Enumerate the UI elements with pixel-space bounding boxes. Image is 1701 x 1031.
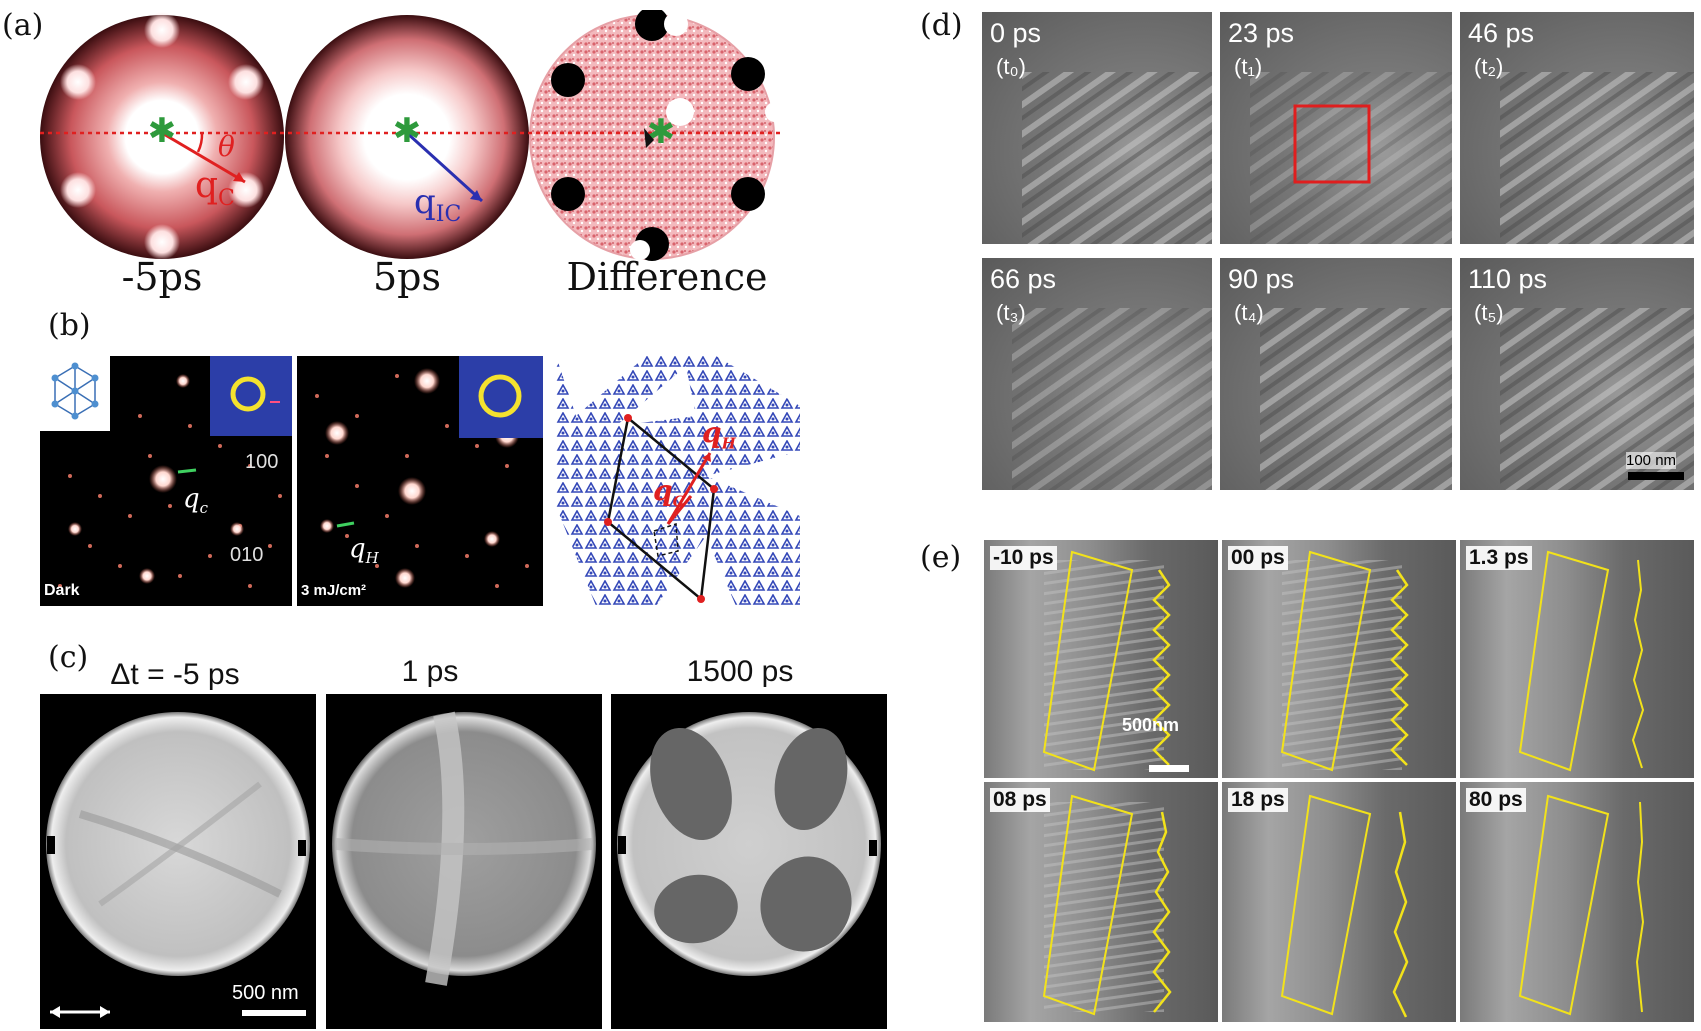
tem-frame-46ps: 46 ps (t₂) — [1460, 12, 1694, 244]
caption-1500ps: 1500 ps — [686, 655, 794, 688]
tem-frame-66ps: 66 ps (t₃) — [982, 258, 1212, 490]
frame-time: 66 ps — [990, 264, 1057, 294]
tem-frame-110ps: 110 ps (t₅) 100 nm — [1460, 258, 1694, 490]
qic-vector — [405, 131, 484, 203]
panel-label-b: (b) — [48, 308, 91, 343]
index-100-label: 100 — [245, 451, 279, 473]
dark-field-image-minus5ps: 500 nm — [40, 694, 316, 1029]
stem-frame-80ps: 80 ps — [1460, 782, 1694, 1022]
theta-label: θ — [218, 130, 235, 163]
frame-index: (t₁) — [1234, 54, 1263, 79]
qc-spot-label: qc — [183, 484, 209, 518]
panel-label-d: (d) — [920, 8, 963, 43]
diffraction-pumped-image: qH 3 mJ/cm² — [297, 356, 543, 606]
kagome-lattice-diagram: qH qC — [556, 356, 800, 606]
frame-time: 80 ps — [1466, 788, 1526, 812]
dark-field-image-1ps — [326, 694, 602, 1029]
frame-time: 23 ps — [1228, 18, 1295, 48]
center-star-icon: ✱ — [148, 111, 177, 151]
panel-a: ✱ ✱ ✱ θ qC qIC -5ps 5ps Difference — [40, 10, 860, 300]
diffraction-pattern-5ps — [285, 15, 529, 259]
caption-difference: Difference — [566, 255, 768, 299]
frame-time: 00 ps — [1228, 546, 1288, 570]
frame-time: 110 ps — [1468, 264, 1548, 294]
caption-dt-minus5ps: Δt = -5 ps — [110, 658, 240, 691]
index-010-label: 010 — [230, 544, 264, 566]
frame-index: (t₀) — [996, 54, 1026, 79]
panel-label-e: (e) — [920, 540, 962, 575]
qc-label: qC — [195, 165, 235, 212]
caption-5ps: 5ps — [372, 255, 441, 299]
panel-label-a: (a) — [2, 8, 44, 43]
frame-time: 08 ps — [990, 788, 1050, 812]
qic-label: qIC — [414, 182, 462, 227]
fluence-label: 3 mJ/cm² — [301, 582, 367, 599]
scale-bar-label: 500 nm — [232, 982, 299, 1004]
stem-frame-minus10ps: -10 ps 500nm — [984, 540, 1218, 778]
scale-bar-label: 100 nm — [1626, 452, 1677, 469]
qh-spot-label: qH — [349, 534, 379, 568]
stem-frame-18ps: 18 ps — [1222, 782, 1456, 1022]
frame-index: (t₃) — [996, 300, 1026, 325]
panel-label-c: (c) — [48, 640, 89, 675]
diffraction-dark-image: qc 100 010 Dark — [40, 356, 292, 606]
stem-frame-08ps: 08 ps — [984, 782, 1218, 1022]
frame-index: (t₂) — [1474, 54, 1504, 79]
dark-field-image-1500ps — [611, 694, 887, 1029]
frame-index: (t₄) — [1234, 300, 1264, 325]
diffraction-pattern-minus5ps — [40, 15, 284, 259]
region-of-interest-box — [1293, 104, 1371, 184]
lattice-qh-label: qH — [702, 416, 736, 453]
center-star-icon: ✱ — [393, 111, 422, 151]
tem-frame-0ps: 0 ps (t₀) — [982, 12, 1212, 244]
frame-time: 1.3 ps — [1466, 546, 1532, 570]
tem-frame-90ps: 90 ps (t₄) — [1220, 258, 1452, 490]
stem-frame-1p3ps: 1.3 ps — [1460, 540, 1694, 778]
caption-minus5ps: -5ps — [121, 255, 203, 299]
frame-time: 0 ps — [990, 18, 1042, 48]
panel-a-diffraction-images: ✱ ✱ ✱ — [40, 10, 785, 261]
frame-time: 18 ps — [1228, 788, 1288, 812]
stem-frame-00ps: 00 ps — [1222, 540, 1456, 778]
scale-bar-label: 500nm — [1122, 715, 1180, 735]
tem-frame-23ps: 23 ps (t₁) — [1220, 12, 1452, 244]
diffraction-pattern-difference — [530, 15, 774, 259]
qc-vector — [161, 131, 246, 184]
frame-index: (t₅) — [1474, 300, 1504, 325]
lattice-qc-label: qC — [653, 474, 685, 511]
caption-1ps: 1 ps — [401, 655, 459, 688]
dark-label: Dark — [44, 582, 80, 599]
center-star-icon: ✱ — [647, 112, 676, 152]
frame-time: -10 ps — [990, 546, 1057, 570]
frame-time: 46 ps — [1468, 18, 1535, 48]
frame-time: 90 ps — [1228, 264, 1295, 294]
